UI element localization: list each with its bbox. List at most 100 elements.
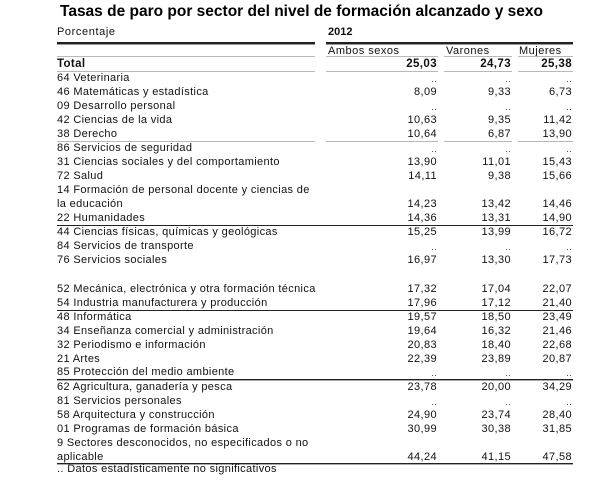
footnote: .. Datos estadísticamente no significati…	[57, 463, 277, 475]
divider	[518, 71, 573, 72]
cell-ambos: 14,23	[407, 198, 437, 210]
cell-varones: 23,74	[481, 409, 511, 421]
cell-varones: 16,32	[481, 325, 511, 337]
divider	[57, 56, 315, 57]
cell-ambos: 14,11	[408, 170, 437, 182]
cell-ambos: 25,03	[406, 58, 437, 70]
cell-varones: 9,38	[487, 170, 511, 182]
cell-ambos: 17,32	[407, 283, 437, 295]
row-label: 9 Sectores desconocidos, no especificado…	[57, 437, 309, 449]
cell-mujeres: ..	[566, 102, 572, 112]
row-label: 48 Informática	[57, 311, 132, 323]
row-label: Total	[57, 58, 86, 70]
cell-varones: 13,30	[481, 254, 511, 266]
table-row: 81 Servicios personales .. .. ..	[0, 394, 610, 408]
divider	[518, 141, 573, 142]
cell-mujeres: 14,90	[542, 212, 572, 224]
cell-mujeres: ..	[566, 74, 572, 84]
cell-mujeres: ..	[566, 368, 572, 378]
cell-ambos: ..	[431, 397, 437, 407]
cell-varones: 41,15	[481, 451, 511, 463]
row-label: 14 Formación de personal docente y cienc…	[57, 184, 310, 196]
row-label: 84 Servicios de transporte	[57, 240, 194, 252]
cell-ambos: 23,78	[407, 381, 437, 393]
table-row: 46 Matemáticas y estadística 8,09 9,33 6…	[0, 85, 610, 99]
row-label: 31 Ciencias sociales y del comportamient…	[57, 156, 280, 168]
divider	[326, 71, 438, 72]
total-row: Total 25,03 24,73 25,38	[0, 57, 610, 71]
cell-varones: ..	[505, 368, 511, 378]
group-divider	[57, 225, 573, 226]
cell-ambos: 13,90	[407, 156, 437, 168]
cell-mujeres: 25,38	[541, 58, 572, 70]
divider	[326, 141, 438, 142]
row-label: 01 Programas de formación básica	[57, 423, 239, 435]
cell-varones: 18,50	[481, 311, 511, 323]
cell-mujeres: 47,58	[542, 451, 572, 463]
table-row: 76 Servicios sociales 16,97 13,30 17,73	[0, 253, 610, 267]
cell-ambos: 15,25	[407, 226, 437, 238]
table-row: 09 Desarrollo personal .. .. ..	[0, 99, 610, 113]
table-row: 52 Mecánica, electrónica y otra formació…	[0, 282, 610, 296]
table-row: 85 Protección del medio ambiente .. .. .…	[0, 365, 610, 379]
table-row: 86 Servicios de seguridad .. .. ..	[0, 141, 610, 155]
row-label: 62 Agricultura, ganadería y pesca	[57, 381, 233, 393]
cell-varones: 9,35	[487, 114, 511, 126]
row-label: 42 Ciencias de la vida	[57, 114, 173, 126]
col-header-mujeres: Mujeres	[519, 45, 562, 57]
cell-mujeres: 16,72	[542, 226, 572, 238]
cell-mujeres: 15,43	[542, 156, 572, 168]
row-label: 85 Protección del medio ambiente	[57, 366, 235, 378]
cell-ambos: 44,24	[407, 451, 437, 463]
unit-label: Porcentaje	[57, 26, 116, 38]
col-header-varones: Varones	[446, 45, 490, 57]
row-label: 64 Veterinaria	[57, 72, 130, 84]
table-row: 54 Industria manufacturera y producción …	[0, 296, 610, 310]
row-label: 76 Servicios sociales	[57, 254, 168, 266]
table-row: 01 Programas de formación básica 30,99 3…	[0, 422, 610, 436]
row-label: 72 Salud	[57, 170, 104, 182]
cell-ambos: ..	[431, 144, 437, 154]
cell-ambos: 20,83	[407, 339, 437, 351]
group-divider	[57, 379, 573, 381]
cell-varones: 30,38	[481, 423, 511, 435]
cell-ambos: 14,36	[407, 212, 437, 224]
cell-mujeres: 11,42	[543, 114, 572, 126]
cell-mujeres: 15,66	[542, 170, 572, 182]
cell-mujeres: 20,87	[542, 353, 572, 365]
row-label: 54 Industria manufacturera y producción	[57, 297, 268, 309]
table-row: 72 Salud 14,11 9,38 15,66	[0, 169, 610, 183]
row-label: 22 Humanidades	[57, 212, 146, 224]
table-row: 32 Periodismo e información 20,83 18,40 …	[0, 338, 610, 352]
row-label: 46 Matemáticas y estadística	[57, 86, 209, 98]
cell-mujeres: 13,90	[542, 128, 572, 140]
table-row: 44 Ciencias físicas, químicas y geológic…	[0, 225, 610, 239]
table-row: 58 Arquitectura y construcción 24,90 23,…	[0, 408, 610, 422]
row-label: 34 Enseñanza comercial y administración	[57, 325, 274, 337]
cell-varones: 13,42	[481, 198, 511, 210]
cell-varones: 20,00	[481, 381, 511, 393]
row-label-continued: aplicable	[57, 451, 104, 463]
cell-mujeres: 17,73	[542, 254, 572, 266]
cell-ambos: 30,99	[407, 423, 437, 435]
row-label-continued: la educación	[57, 198, 123, 210]
row-label: 81 Servicios personales	[57, 395, 182, 407]
table-row: 31 Ciencias sociales y del comportamient…	[0, 155, 610, 169]
cell-mujeres: ..	[566, 242, 572, 252]
table-row: 21 Artes 22,39 23,89 20,87	[0, 352, 610, 366]
cell-ambos: ..	[431, 242, 437, 252]
divider	[444, 141, 512, 142]
cell-ambos: ..	[431, 74, 437, 84]
cell-varones: 13,31	[481, 212, 511, 224]
cell-varones: ..	[505, 102, 511, 112]
divider	[444, 71, 512, 72]
cell-ambos: 19,64	[407, 325, 437, 337]
divider	[518, 56, 573, 57]
cell-mujeres: 6,73	[548, 86, 572, 98]
cell-mujeres: 23,49	[542, 311, 572, 323]
cell-varones: ..	[505, 242, 511, 252]
cell-varones: 9,33	[487, 86, 511, 98]
divider	[326, 56, 438, 57]
cell-ambos: 24,90	[407, 409, 437, 421]
row-label: 86 Servicios de seguridad	[57, 142, 193, 154]
